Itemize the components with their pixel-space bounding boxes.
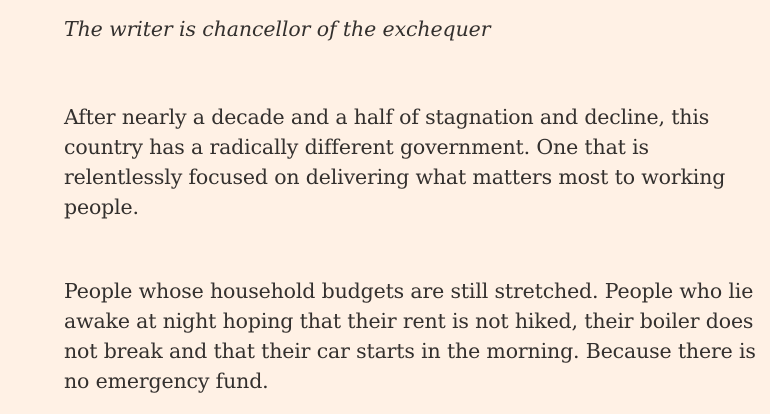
paragraph-line: awake at night hoping that their rent is… — [64, 308, 754, 333]
paragraph-line: People whose household budgets are still… — [64, 278, 754, 303]
paragraph-line: After nearly a decade and a half of stag… — [64, 104, 710, 129]
paragraph-line: no emergency fund. — [64, 368, 269, 393]
byline: The writer is chancellor of the excheque… — [64, 17, 491, 41]
paragraph-line: country has a radically different govern… — [64, 134, 649, 159]
paragraph-line: people. — [64, 194, 139, 219]
paragraph: People whose household budgets are still… — [64, 276, 764, 396]
paragraph-line: not break and that their car starts in t… — [64, 338, 756, 363]
paragraph: After nearly a decade and a half of stag… — [64, 102, 764, 222]
paragraph-line: relentlessly focused on delivering what … — [64, 164, 726, 189]
